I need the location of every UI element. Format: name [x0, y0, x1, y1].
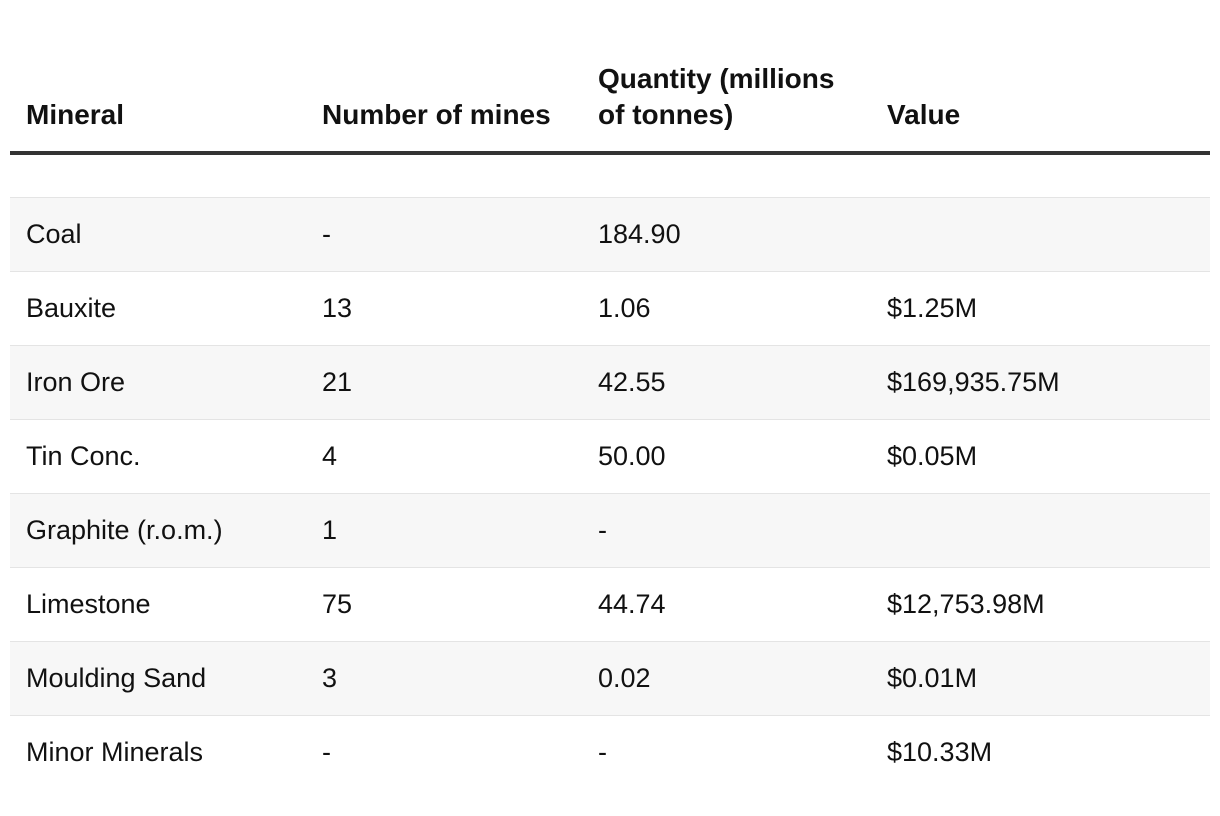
header-quantity: Quantity (millions of tonnes)	[582, 0, 871, 155]
table-row: Tin Conc. 4 50.00 $0.05M	[10, 419, 1210, 494]
table-row: Bauxite 13 1.06 $1.25M	[10, 271, 1210, 346]
table-header: Mineral Number of mines Quantity (millio…	[10, 0, 1210, 155]
cell-value: $12,753.98M	[871, 567, 1210, 642]
cell-value	[871, 197, 1210, 272]
cell-value: $169,935.75M	[871, 345, 1210, 420]
cell-mineral: Bauxite	[10, 271, 306, 346]
minerals-table: Mineral Number of mines Quantity (millio…	[10, 0, 1210, 790]
cell-value: $10.33M	[871, 715, 1210, 790]
cell-mines: 1	[306, 493, 582, 568]
table-row: Iron Ore 21 42.55 $169,935.75M	[10, 345, 1210, 420]
cell-quantity: 184.90	[582, 197, 871, 272]
table-row: Limestone 75 44.74 $12,753.98M	[10, 567, 1210, 642]
cell-value: $1.25M	[871, 271, 1210, 346]
cell-mineral: Moulding Sand	[10, 641, 306, 716]
cell-quantity: -	[582, 493, 871, 568]
cell-mines: 13	[306, 271, 582, 346]
header-mineral: Mineral	[10, 0, 306, 155]
cell-quantity: 50.00	[582, 419, 871, 494]
table-row: Moulding Sand 3 0.02 $0.01M	[10, 641, 1210, 716]
cell-value	[871, 493, 1210, 568]
spacer-row	[10, 153, 1210, 198]
cell-mines: -	[306, 197, 582, 272]
header-row: Mineral Number of mines Quantity (millio…	[10, 0, 1210, 155]
cell-value: $0.01M	[871, 641, 1210, 716]
cell-mineral: Coal	[10, 197, 306, 272]
minerals-table-container: Mineral Number of mines Quantity (millio…	[10, 0, 1210, 790]
cell-mineral: Iron Ore	[10, 345, 306, 420]
header-value: Value	[871, 0, 1210, 155]
cell-mineral: Graphite (r.o.m.)	[10, 493, 306, 568]
cell-mineral: Tin Conc.	[10, 419, 306, 494]
cell-mines: 21	[306, 345, 582, 420]
cell-quantity: -	[582, 715, 871, 790]
table-row: Graphite (r.o.m.) 1 -	[10, 493, 1210, 568]
cell-mines: 75	[306, 567, 582, 642]
table-row: Minor Minerals - - $10.33M	[10, 715, 1210, 790]
table-body: Coal - 184.90 Bauxite 13 1.06 $1.25M Iro…	[10, 153, 1210, 790]
cell-mines: -	[306, 715, 582, 790]
cell-value: $0.05M	[871, 419, 1210, 494]
cell-quantity: 1.06	[582, 271, 871, 346]
table-row: Coal - 184.90	[10, 197, 1210, 272]
header-number-of-mines: Number of mines	[306, 0, 582, 155]
cell-mineral: Minor Minerals	[10, 715, 306, 790]
spacer-cell	[10, 153, 1210, 198]
cell-quantity: 0.02	[582, 641, 871, 716]
cell-quantity: 42.55	[582, 345, 871, 420]
cell-quantity: 44.74	[582, 567, 871, 642]
cell-mines: 4	[306, 419, 582, 494]
cell-mines: 3	[306, 641, 582, 716]
cell-mineral: Limestone	[10, 567, 306, 642]
